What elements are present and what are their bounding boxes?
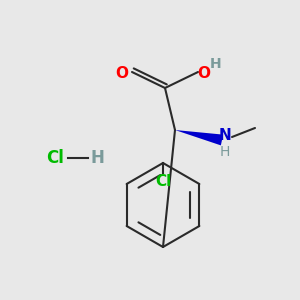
Text: Cl: Cl (46, 149, 64, 167)
Text: N: N (219, 128, 231, 143)
Text: O: O (116, 67, 128, 82)
Polygon shape (175, 130, 223, 146)
Text: H: H (220, 145, 230, 159)
Text: O: O (197, 67, 211, 82)
Text: H: H (210, 57, 222, 71)
Text: H: H (90, 149, 104, 167)
Text: Cl: Cl (155, 173, 171, 188)
